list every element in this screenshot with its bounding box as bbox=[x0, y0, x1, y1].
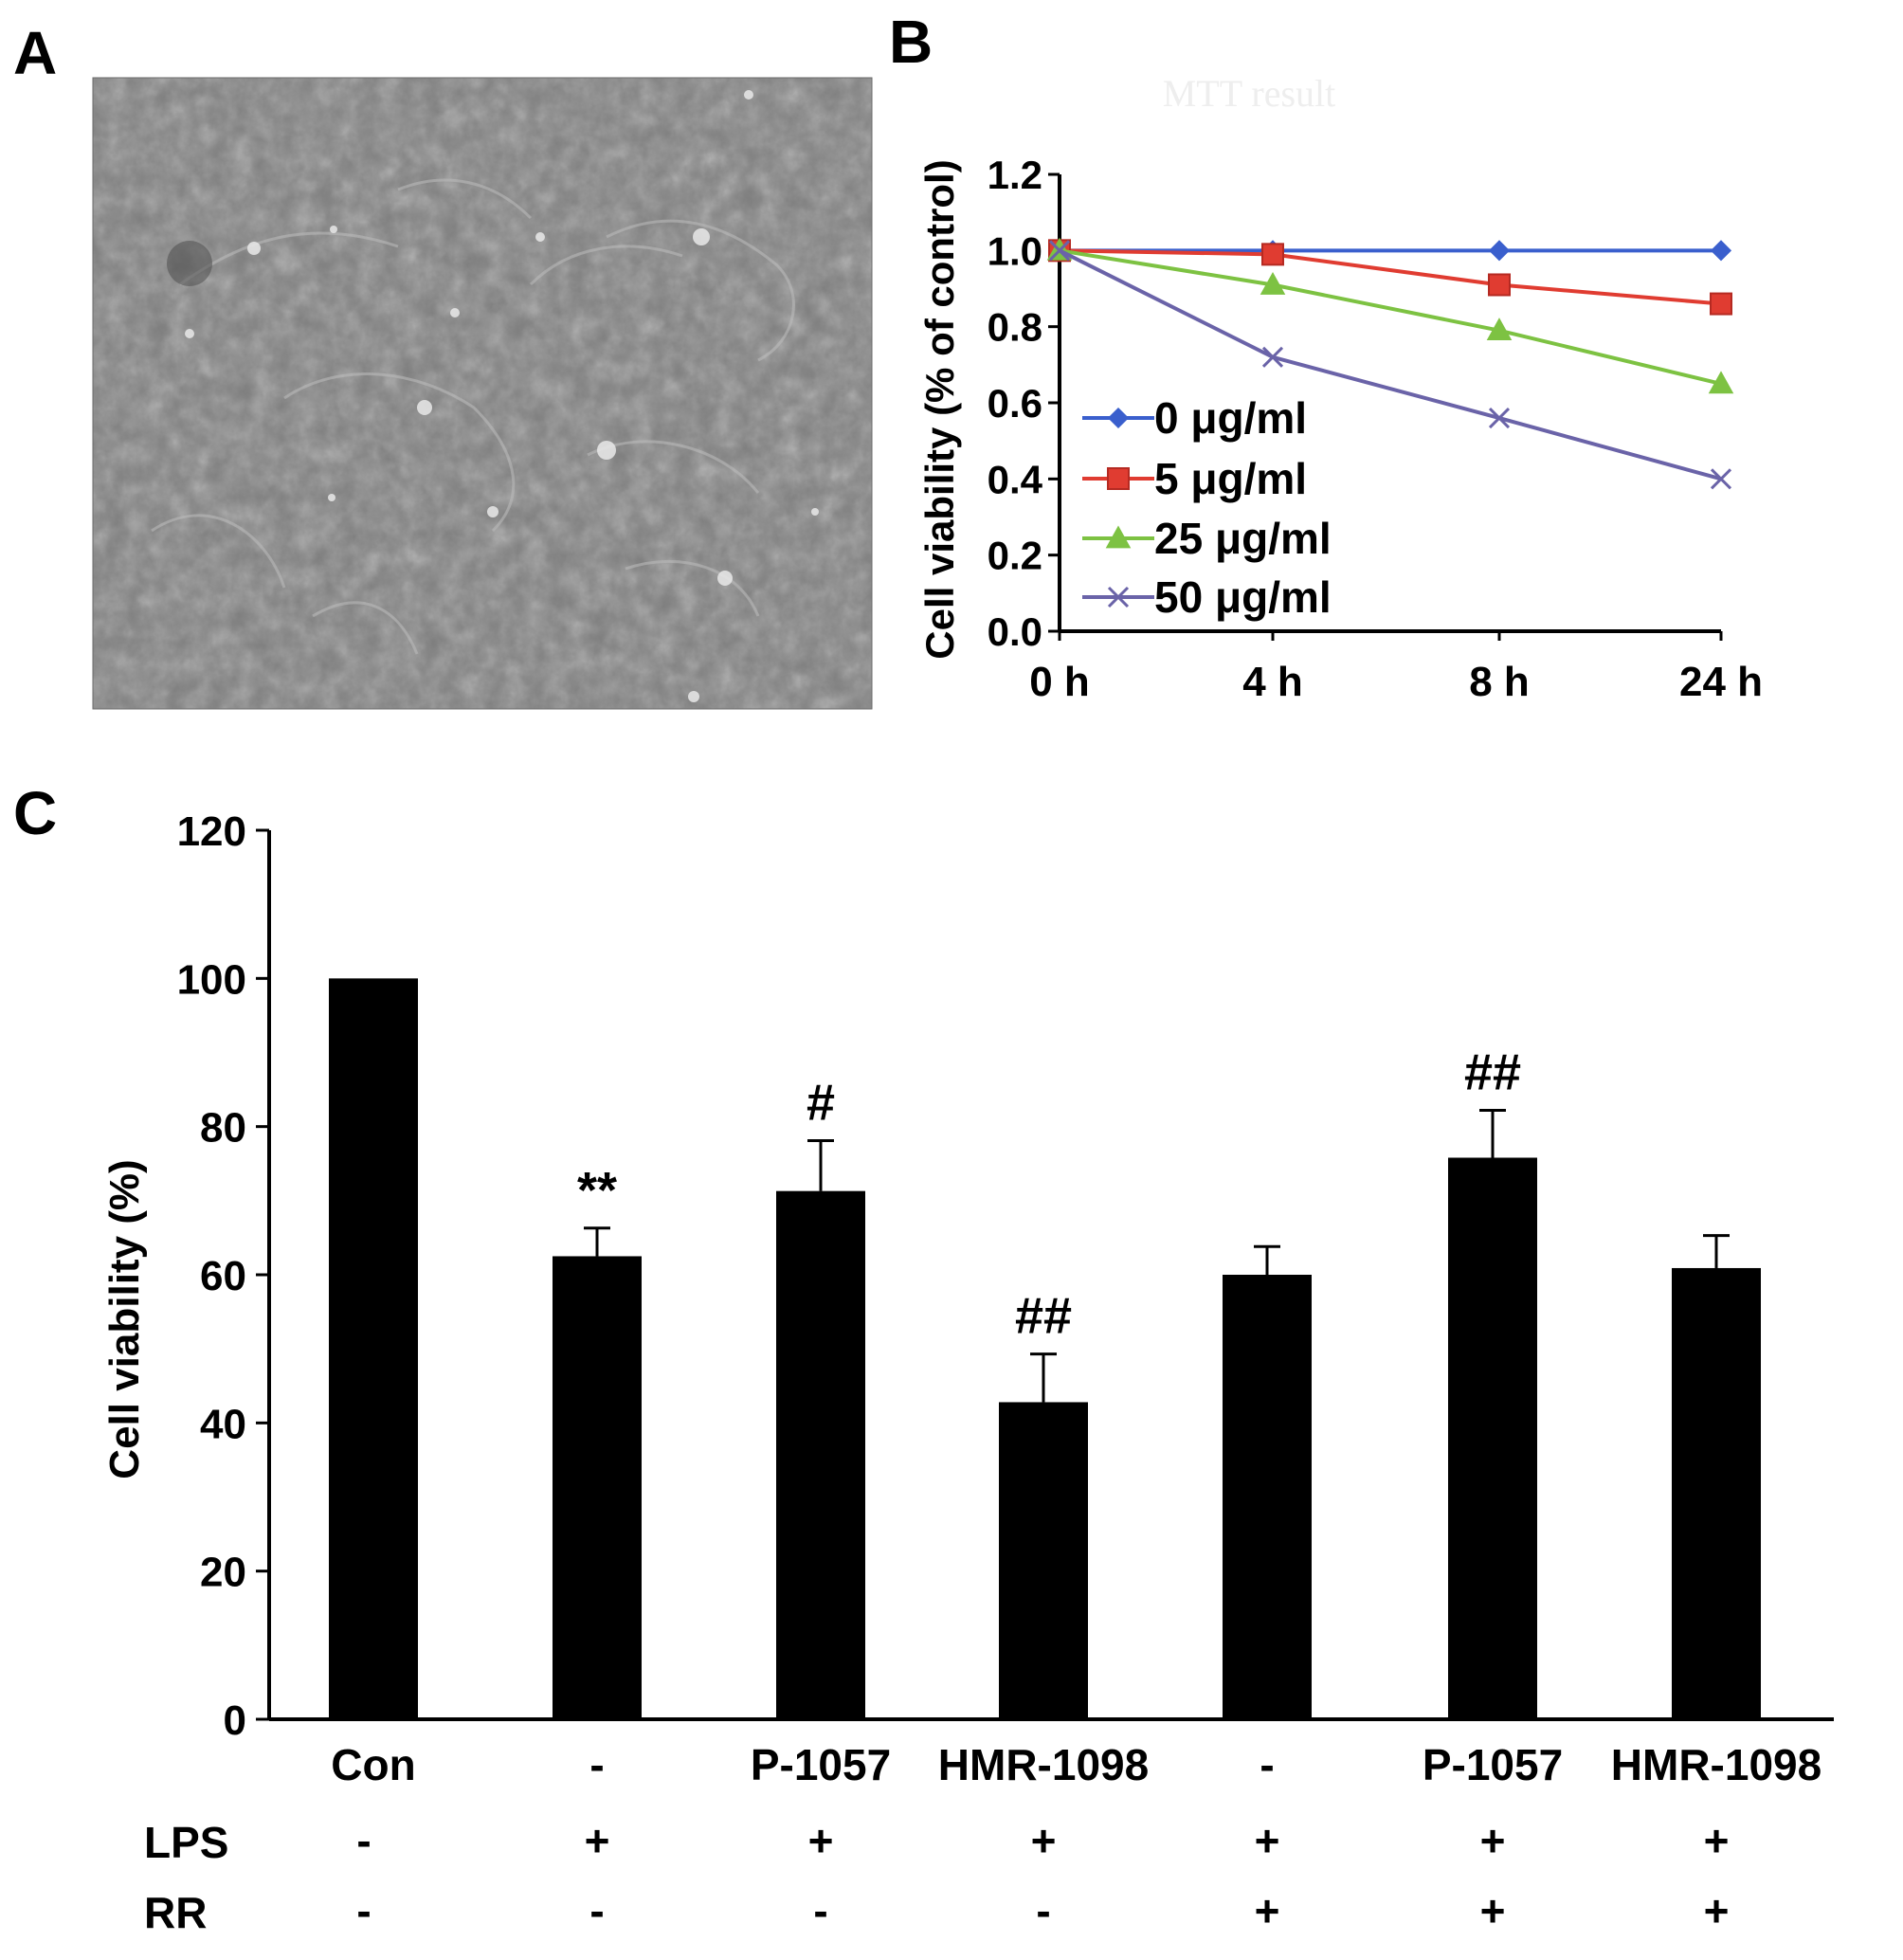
chart-c-bar bbox=[329, 978, 418, 1719]
chart-b-y-tick-label: 0.2 bbox=[988, 534, 1042, 578]
chart-b-x-tick-label: 4 h bbox=[1242, 659, 1303, 705]
chart-c-significance-label: ** bbox=[577, 1162, 617, 1219]
chart-c-rr-sign: - bbox=[356, 1886, 371, 1935]
chart-b-point bbox=[1710, 468, 1732, 490]
chart-c-lps-sign: + bbox=[808, 1816, 834, 1865]
chart-b-legend-marker bbox=[1107, 407, 1130, 429]
chart-c-row-label-rr: RR bbox=[144, 1888, 207, 1937]
chart-c-category-label: - bbox=[589, 1740, 604, 1789]
chart-c-ylabel: Cell viability (%) bbox=[101, 1159, 148, 1479]
chart-b-point bbox=[1488, 408, 1511, 429]
chart-b-legend: 0 μg/ml 5 μg/ml 25 μg/ml 50 μg/ml bbox=[1082, 393, 1332, 622]
chart-b-legend-label: 50 μg/ml bbox=[1154, 572, 1332, 622]
chart-c-y-tick-label: 60 bbox=[200, 1253, 246, 1299]
chart-c-lps-sign: + bbox=[1480, 1816, 1506, 1865]
chart-b-y-tick-label: 0.4 bbox=[988, 457, 1043, 501]
chart-c-category-label: HMR-1098 bbox=[938, 1740, 1149, 1789]
chart-c-rr-sign: + bbox=[1255, 1886, 1280, 1935]
chart-c-rr-sign: - bbox=[813, 1886, 827, 1935]
micrograph-image bbox=[92, 77, 873, 710]
panel-letter-c: C bbox=[13, 779, 57, 847]
chart-c-bar bbox=[553, 1256, 642, 1719]
chart-b-axes: 0.0 0.2 0.4 0.6 0.8 1.0 1.2 0 h 4 h 8 h 24 h bbox=[988, 153, 1763, 705]
chart-b-y-tick-label: 0.6 bbox=[988, 381, 1042, 426]
chart-b-faint-text: MTT result bbox=[1163, 72, 1336, 115]
chart-c-category-label: - bbox=[1260, 1740, 1274, 1789]
chart-c-significance-label: ## bbox=[1464, 1044, 1521, 1100]
chart-c-y-tick-label: 120 bbox=[177, 808, 246, 855]
chart-c-lps-sign: + bbox=[585, 1816, 610, 1865]
chart-c-lps-sign: + bbox=[1255, 1816, 1280, 1865]
chart-c-category-label: Con bbox=[331, 1740, 415, 1789]
chart-c-y-tick-label: 100 bbox=[177, 956, 246, 1003]
chart-b-series-line-2 bbox=[1059, 248, 1722, 386]
chart-c-y-tick-label: 0 bbox=[224, 1697, 246, 1744]
chart-b-legend-label: 0 μg/ml bbox=[1154, 393, 1307, 443]
chart-c-rr-sign: + bbox=[1704, 1886, 1730, 1935]
chart-b-point bbox=[1260, 271, 1286, 295]
chart-c-y-tick-label: 40 bbox=[200, 1401, 246, 1447]
chart-b-point bbox=[1486, 318, 1513, 341]
chart-c-lps-sign: + bbox=[1031, 1816, 1057, 1865]
chart-c-lps-sign: - bbox=[356, 1816, 371, 1865]
chart-c-category-labels: Con - P-1057 HMR-1098 - P-1057 HMR-1098 LPS RR - +… bbox=[144, 1740, 1821, 1937]
chart-c-row-label-lps: LPS bbox=[144, 1818, 228, 1867]
chart-b-point bbox=[1488, 273, 1511, 297]
chart-b-point bbox=[1048, 240, 1071, 262]
chart-b-x-tick-label: 0 h bbox=[1029, 659, 1090, 705]
chart-b-point bbox=[1261, 346, 1284, 368]
chart-c-rr-sign: - bbox=[1036, 1886, 1050, 1935]
chart-c-axes: 0 20 40 60 80 100 120 bbox=[177, 808, 1834, 1744]
chart-b-point bbox=[1488, 240, 1511, 262]
chart-c-significance-label: ## bbox=[1015, 1288, 1072, 1345]
chart-b-y-tick-label: 1.2 bbox=[988, 153, 1042, 197]
panel-letter-b: B bbox=[889, 8, 933, 76]
chart-c-category-label: P-1057 bbox=[1423, 1740, 1563, 1789]
chart-b-y-tick-label: 1.0 bbox=[988, 228, 1042, 273]
chart-b-ylabel: Cell viability (% of control) bbox=[917, 159, 962, 659]
chart-b-y-tick-label: 0.8 bbox=[988, 305, 1042, 350]
chart-c-rr-sign: - bbox=[589, 1886, 604, 1935]
chart-c-bar bbox=[776, 1190, 865, 1719]
chart-c-lps-sign: + bbox=[1704, 1816, 1730, 1865]
chart-c-bars: **##### bbox=[329, 978, 1761, 1719]
panel-letter-a: A bbox=[13, 19, 57, 87]
chart-b-legend-label: 5 μg/ml bbox=[1154, 454, 1307, 503]
chart-c-bar bbox=[1448, 1157, 1537, 1719]
chart-c-rr-sign: + bbox=[1480, 1886, 1506, 1935]
chart-b-legend-label: 25 μg/ml bbox=[1154, 514, 1332, 563]
chart-b-point bbox=[1261, 243, 1284, 266]
chart-b-x-tick-label: 8 h bbox=[1469, 659, 1530, 705]
chart-b-y-tick-label: 0.0 bbox=[988, 609, 1042, 654]
chart-c-bar bbox=[1672, 1267, 1761, 1719]
chart-b-point bbox=[1710, 240, 1732, 262]
chart-c-category-label: P-1057 bbox=[751, 1740, 891, 1789]
chart-b-legend-marker bbox=[1107, 586, 1130, 608]
chart-c-bar bbox=[999, 1402, 1088, 1719]
chart-c-y-tick-label: 20 bbox=[200, 1550, 246, 1596]
chart-c-y-tick-label: 80 bbox=[200, 1105, 246, 1152]
chart-b-point bbox=[1710, 292, 1732, 316]
chart-b-series-line-3 bbox=[1059, 248, 1722, 481]
chart-c-category-label: HMR-1098 bbox=[1611, 1740, 1821, 1789]
chart-b: MTT result 0.0 0.2 0.4 0.6 0.8 1.0 1.2 0 h 4 h 8 … bbox=[917, 72, 1763, 705]
chart-b-legend-marker bbox=[1105, 525, 1132, 549]
chart-b-series bbox=[1046, 237, 1734, 490]
chart-c-significance-label: # bbox=[807, 1075, 835, 1132]
chart-b-point bbox=[1708, 371, 1734, 394]
chart-c-bar bbox=[1223, 1275, 1312, 1719]
chart-b-x-tick-label: 24 h bbox=[1679, 659, 1763, 705]
chart-b-series-line-1 bbox=[1059, 248, 1722, 306]
chart-b-legend-marker bbox=[1107, 467, 1130, 490]
